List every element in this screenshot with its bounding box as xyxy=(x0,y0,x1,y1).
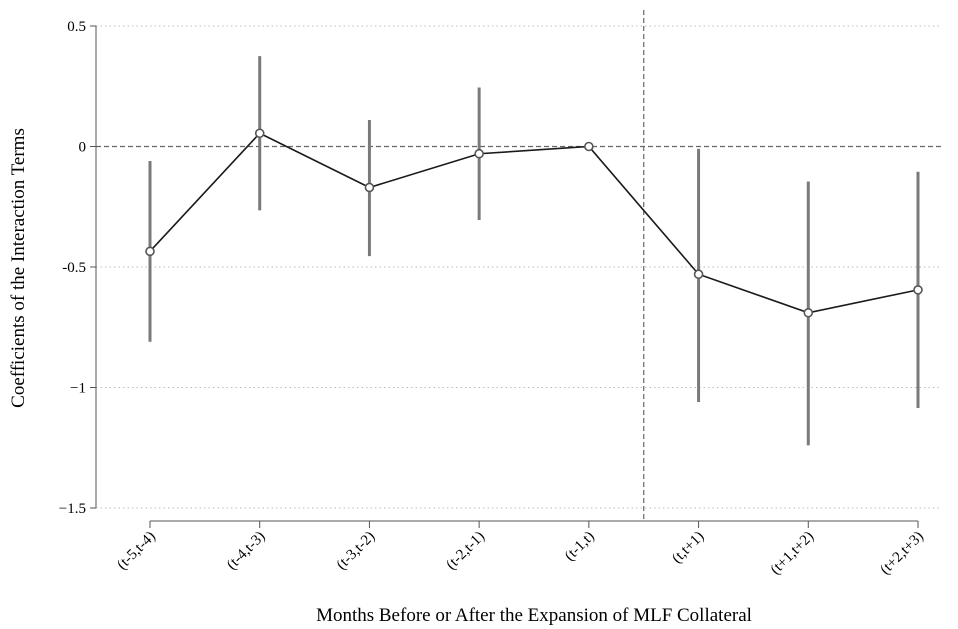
x-tick-label: (t,t+1) xyxy=(669,529,707,567)
data-point xyxy=(145,246,155,257)
y-tick-label: −1.5 xyxy=(59,501,86,517)
data-point xyxy=(693,269,704,280)
x-tick-labels: (t-5,t-4) (t-4,t-3) (t-3,t-2) (t-2,t-1) (t-1… xyxy=(114,529,927,578)
data-markers xyxy=(145,128,923,318)
error-bars xyxy=(148,56,920,446)
data-point xyxy=(913,285,923,295)
data-point xyxy=(364,182,375,193)
series-line xyxy=(149,132,919,314)
y-axis-title: Coefficients of the Interaction Terms xyxy=(8,128,29,408)
data-point xyxy=(474,148,484,159)
x-tick-label: (t-4,t-3) xyxy=(224,529,269,574)
data-point xyxy=(254,128,265,139)
grid-lines xyxy=(96,25,942,509)
y-tick-label: −1 xyxy=(70,381,86,397)
x-tick-label: (t-5,t-4) xyxy=(114,529,159,574)
x-tick-label: (t-3,t-2) xyxy=(334,529,379,574)
y-tick-label: 0.5 xyxy=(67,19,86,35)
data-point xyxy=(584,141,594,152)
x-tick-label: (t-1,t) xyxy=(562,529,598,565)
x-axis-title: Months Before or After the Expansion of … xyxy=(316,605,752,626)
axes xyxy=(90,25,919,528)
reference-lines xyxy=(96,10,942,521)
y-tick-label: -0.5 xyxy=(62,260,86,276)
y-tick-labels: 0.5 0 -0.5 −1 −1.5 xyxy=(59,19,86,517)
y-tick-label: 0 xyxy=(79,140,87,156)
x-tick-label: (t-2,t-1) xyxy=(443,529,488,574)
x-tick-label: (t+2,t+3) xyxy=(877,529,926,578)
data-point xyxy=(803,307,814,318)
coefficient-line xyxy=(149,132,919,314)
x-tick-label: (t+1,t+2) xyxy=(768,529,817,578)
